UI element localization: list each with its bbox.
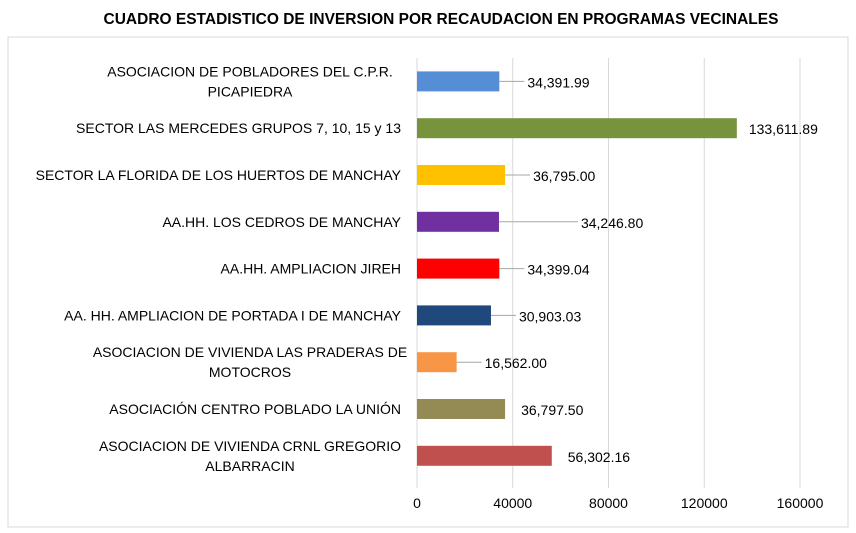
x-tick-label: 80000 (589, 495, 628, 511)
bar (417, 71, 500, 92)
value-label: 36,795.00 (533, 168, 595, 184)
bar (417, 165, 506, 185)
x-tick-label: 40000 (493, 495, 532, 511)
value-label: 36,797.50 (521, 402, 583, 418)
category-labels: ASOCIACION DE POBLADORES DEL C.P.R. PICAP… (36, 63, 408, 473)
value-label: 34,399.04 (527, 262, 589, 278)
category-label: MOTOCROS (209, 364, 291, 380)
x-tick-label: 0 (413, 495, 421, 511)
category-label: AA. HH. AMPLIACION DE PORTADA I DE MANCH… (64, 307, 402, 323)
category-label: AA.HH. AMPLIACION JIREH (221, 261, 401, 277)
chart-title: CUADRO ESTADISTICO DE INVERSION POR RECA… (104, 11, 779, 28)
category-label: AA.HH. LOS CEDROS DE MANCHAY (162, 214, 401, 230)
bar (417, 305, 491, 326)
bars (417, 71, 737, 466)
category-label: SECTOR LA FLORIDA DE LOS HUERTOS DE MANC… (36, 167, 402, 183)
value-label: 30,903.03 (519, 308, 581, 324)
x-tick-label: 120000 (681, 495, 728, 511)
category-label: PICAPIEDRA (208, 83, 293, 99)
bar (417, 352, 457, 373)
value-label: 56,302.16 (568, 449, 630, 465)
value-label: 16,562.00 (485, 355, 547, 371)
value-label: 133,611.89 (749, 121, 818, 137)
category-label: SECTOR LAS MERCEDES GRUPOS 7, 10, 15 y 1… (76, 120, 401, 136)
bar (417, 399, 506, 419)
category-label: ASOCIACION DE POBLADORES DEL C.P.R. (107, 63, 393, 79)
category-label: ASOCIACIÓN CENTRO POBLADO LA UNIÓN (109, 401, 401, 417)
leader-lines (456, 80, 578, 363)
value-label: 34,246.80 (581, 215, 643, 231)
bar (417, 258, 500, 279)
bar (417, 211, 499, 232)
x-tick-label: 160000 (777, 495, 824, 511)
bar (417, 445, 552, 466)
value-label: 34,391.99 (527, 74, 589, 90)
category-label: ASOCIACION DE VIVIENDA CRNL GREGORIO (99, 438, 401, 454)
bar (417, 118, 737, 139)
plot-frame (7, 36, 849, 528)
category-label: ALBARRACIN (205, 458, 294, 474)
x-axis-ticks: 0 40000 80000 120000 160000 (413, 495, 823, 511)
category-label: ASOCIACION DE VIVIENDA LAS PRADERAS DE (93, 344, 407, 360)
value-labels: 34,391.99 133,611.89 36,795.00 34,246.80 34,… (485, 74, 818, 464)
